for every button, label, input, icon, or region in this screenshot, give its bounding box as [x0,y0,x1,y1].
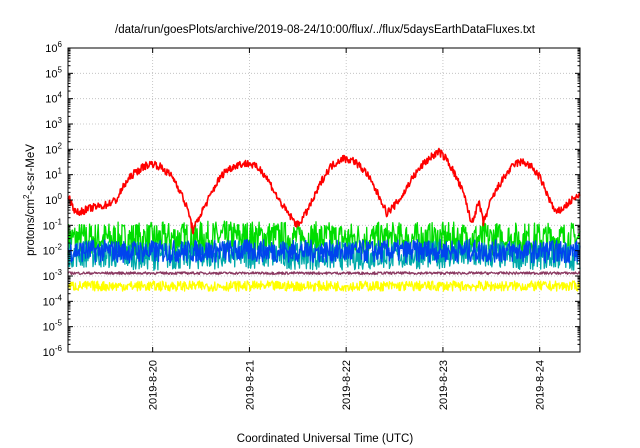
y-tick-exp: 1 [58,167,63,176]
y-tick-label: 10-3 [43,268,63,283]
y-tick-base: 10 [45,43,57,55]
y-tick-label: 105 [45,65,62,80]
y-tick-label: 106 [45,40,62,55]
y-label-sup: 2 [22,194,31,199]
y-tick-label: 10-2 [43,243,63,258]
y-axis-label: protons/cm2-s-sr-MeV [22,144,37,256]
y-tick-exp: -2 [55,243,63,252]
y-tick-base: 10 [43,347,55,359]
y-tick-label: 10-6 [43,344,63,359]
y-tick-exp: -1 [55,217,63,226]
y-label-post: -s-sr-MeV [25,144,37,195]
axis-ticks: 10-610-510-410-310-210-11001011021031041… [43,40,580,410]
y-tick-exp: -5 [55,319,63,328]
y-tick-label: 103 [45,116,62,131]
series-line-6 [67,147,581,235]
y-tick-exp: 5 [58,65,63,74]
y-tick-base: 10 [43,271,55,283]
series-group [67,147,581,292]
x-axis-label: Coordinated Universal Time (UTC) [237,433,414,445]
grid-lines [68,48,580,352]
y-tick-label: 101 [45,167,62,182]
y-tick-exp: 2 [58,141,63,150]
x-tick-label: 2019-8-24 [535,360,547,410]
series-line-5 [67,280,581,292]
x-tick-label: 2019-8-20 [148,360,160,410]
y-tick-base: 10 [43,220,55,232]
y-tick-base: 10 [45,94,57,106]
series-line-3 [67,238,581,264]
x-tick-label: 2019-8-21 [244,360,256,410]
y-tick-exp: 0 [58,192,63,201]
y-tick-exp: -6 [55,344,63,353]
y-tick-label: 10-1 [43,217,63,232]
y-tick-exp: -4 [55,293,63,302]
y-tick-label: 10-5 [43,319,63,334]
y-tick-base: 10 [45,195,57,207]
y-tick-label: 102 [45,141,62,156]
x-tick-label: 2019-8-22 [341,360,353,410]
y-tick-label: 10-4 [43,293,63,308]
y-tick-base: 10 [43,322,55,334]
y-tick-base: 10 [45,144,57,156]
series-line-4 [67,271,581,276]
y-tick-base: 10 [45,170,57,182]
y-tick-exp: 4 [58,91,63,100]
y-tick-base: 10 [43,246,55,258]
y-tick-base: 10 [45,68,57,80]
y-tick-base: 10 [43,296,55,308]
chart-title: /data/run/goesPlots/archive/2019-08-24/1… [115,24,536,36]
y-tick-exp: -3 [55,268,63,277]
y-tick-label: 100 [45,192,62,207]
x-tick-label: 2019-8-23 [438,360,450,410]
y-tick-label: 104 [45,91,62,106]
y-tick-base: 10 [45,119,57,131]
y-tick-exp: 6 [58,40,63,49]
y-label-pre: protons/cm [25,199,37,256]
y-tick-exp: 3 [58,116,63,125]
